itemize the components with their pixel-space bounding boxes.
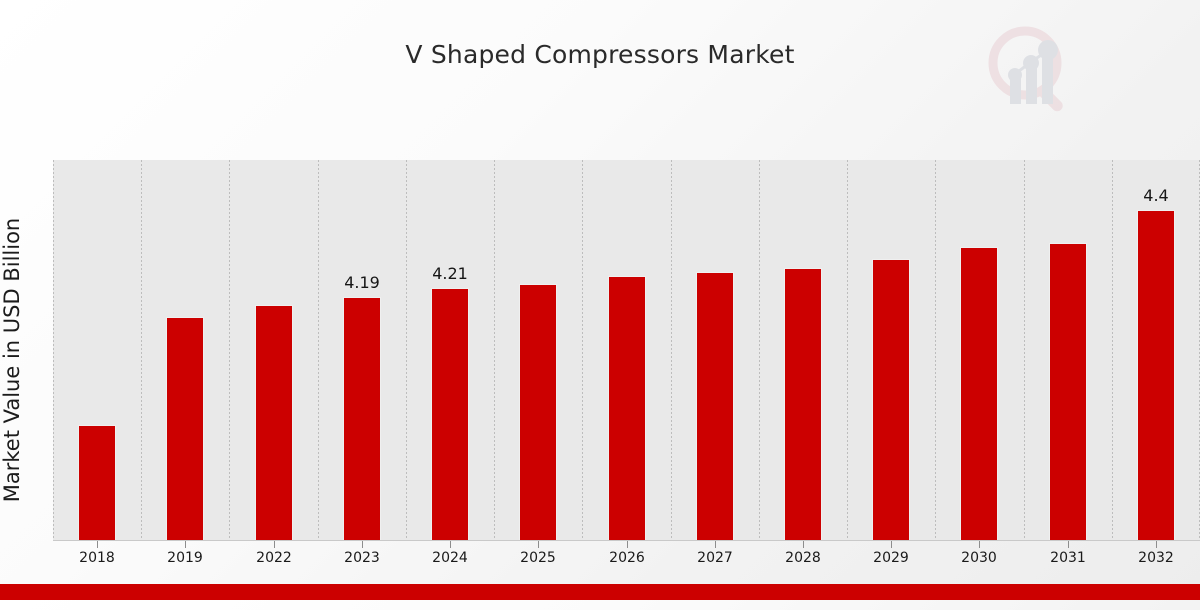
x-tick-label-2018: 2018 [79,550,115,566]
x-tick-label-2032: 2032 [1138,550,1174,566]
bar-2023[interactable] [343,297,381,541]
x-tick [97,541,98,548]
gridline [1112,160,1113,541]
y-axis-title: Market Value in USD Billion [0,217,24,503]
bar-2030[interactable] [960,247,998,541]
bar-2032[interactable] [1137,210,1175,541]
x-axis: 2018 2019 2022 2023 2024 2025 2026 2027 2028 2029… [53,541,1200,571]
bar-2029[interactable] [872,259,910,541]
x-tick [627,541,628,548]
bar-2019[interactable] [166,317,204,541]
gridline [494,160,495,541]
x-tick [979,541,980,548]
x-tick-label-2027: 2027 [697,550,733,566]
bar-value-label-2023: 4.19 [344,273,380,292]
page-title: V Shaped Compressors Market [405,40,795,69]
bar-2031[interactable] [1049,243,1087,541]
x-tick-label-2022: 2022 [256,550,292,566]
x-tick [185,541,186,548]
bar-2024[interactable] [431,288,469,541]
x-tick [362,541,363,548]
x-tick [274,541,275,548]
x-tick [803,541,804,548]
gridline [141,160,142,541]
x-tick [891,541,892,548]
x-tick-label-2031: 2031 [1050,550,1086,566]
x-tick-label-2028: 2028 [785,550,821,566]
axis-baseline [53,540,1200,541]
gridline [671,160,672,541]
x-tick-label-2019: 2019 [167,550,203,566]
x-tick-label-2025: 2025 [520,550,556,566]
bar-2022[interactable] [255,305,293,541]
magnifier-bar-chart-logo-icon [978,18,1082,118]
gridline [1024,160,1025,541]
plot-area: 4.19 4.21 4.4 [53,160,1200,541]
bar-value-label-2032: 4.4 [1143,186,1169,205]
x-tick [450,541,451,548]
gridline [406,160,407,541]
x-tick-label-2024: 2024 [432,550,468,566]
bar-value-label-2024: 4.21 [432,264,468,283]
x-tick [1068,541,1069,548]
bar-2025[interactable] [519,284,557,541]
gridline [582,160,583,541]
x-tick-label-2029: 2029 [873,550,909,566]
bar-2028[interactable] [784,268,822,541]
gridline [935,160,936,541]
bar-series: 4.19 4.21 4.4 [53,160,1200,541]
gridline [229,160,230,541]
bar-2026[interactable] [608,276,646,541]
bar-2027[interactable] [696,272,734,541]
x-tick-label-2023: 2023 [344,550,380,566]
x-tick [538,541,539,548]
x-tick [1156,541,1157,548]
gridline [759,160,760,541]
gridline [847,160,848,541]
gridline [53,160,54,541]
footer-accent-bar [0,584,1200,600]
gridline [318,160,319,541]
x-tick-label-2026: 2026 [609,550,645,566]
x-tick [715,541,716,548]
bar-2018[interactable] [78,425,116,541]
x-tick-label-2030: 2030 [961,550,997,566]
